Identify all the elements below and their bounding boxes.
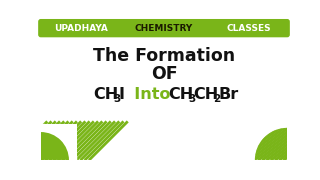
FancyBboxPatch shape <box>39 20 289 37</box>
Text: 2: 2 <box>213 94 220 104</box>
Text: UPADHAYA: UPADHAYA <box>54 24 108 33</box>
Text: CH: CH <box>94 87 119 102</box>
Text: 3: 3 <box>188 94 195 104</box>
Text: OF: OF <box>151 65 177 83</box>
Text: 3: 3 <box>113 94 120 104</box>
Text: CH: CH <box>169 87 194 102</box>
Bar <box>41 124 77 160</box>
Text: CLASSES: CLASSES <box>226 24 271 33</box>
Text: CH: CH <box>194 87 219 102</box>
Text: Br: Br <box>219 87 239 102</box>
Wedge shape <box>8 128 73 180</box>
Text: I: I <box>119 87 125 102</box>
Text: Into: Into <box>124 87 182 102</box>
Text: CHEMISTRY: CHEMISTRY <box>135 24 193 33</box>
Text: The Formation: The Formation <box>93 47 235 65</box>
